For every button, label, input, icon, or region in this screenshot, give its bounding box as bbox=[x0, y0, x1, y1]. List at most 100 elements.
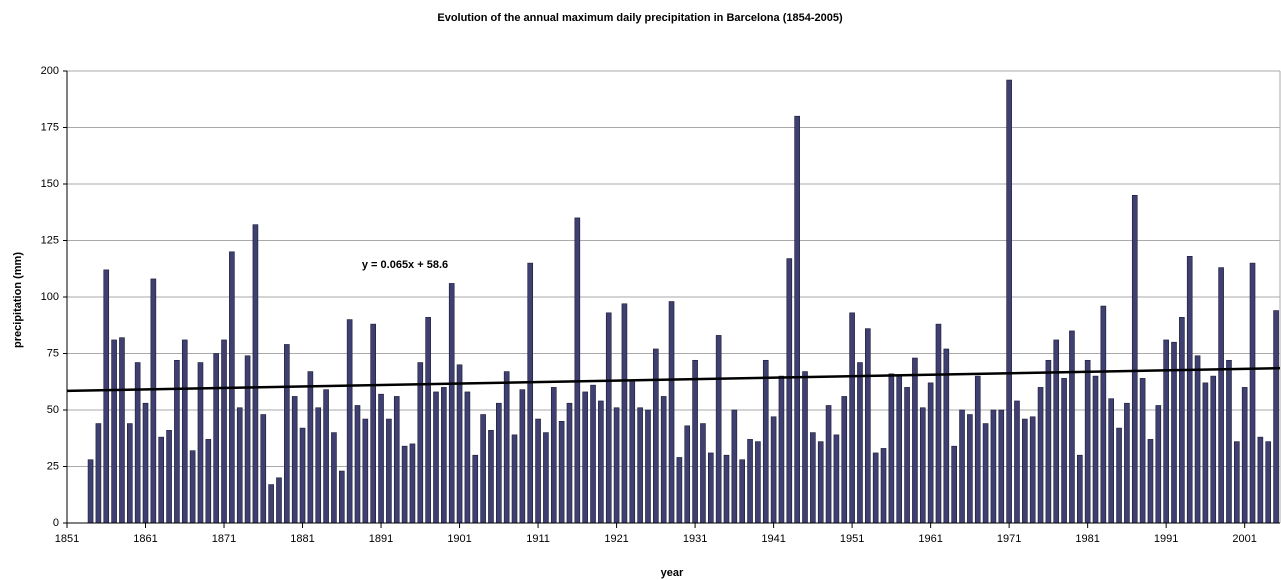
bar bbox=[590, 384, 596, 524]
bar bbox=[637, 407, 643, 524]
bar bbox=[386, 418, 392, 524]
trend-equation: y = 0.065x + 58.6 bbox=[362, 259, 448, 271]
bar bbox=[731, 409, 738, 524]
bar bbox=[197, 362, 204, 524]
bar bbox=[87, 459, 94, 524]
bar bbox=[778, 375, 785, 524]
x-tick-label: 1921 bbox=[604, 533, 628, 545]
x-tick-label: 1991 bbox=[1154, 533, 1178, 545]
bar bbox=[315, 407, 322, 524]
bar bbox=[268, 484, 274, 524]
bar bbox=[276, 477, 282, 524]
bar bbox=[480, 414, 486, 524]
bar bbox=[919, 407, 926, 524]
bar bbox=[119, 337, 125, 524]
bar bbox=[951, 445, 957, 524]
bar bbox=[912, 357, 918, 524]
bar bbox=[362, 418, 369, 524]
bar bbox=[527, 262, 534, 524]
bar bbox=[1076, 454, 1083, 524]
bar bbox=[331, 432, 337, 524]
bar bbox=[244, 355, 251, 524]
bar bbox=[221, 339, 227, 524]
bar bbox=[715, 335, 722, 524]
bar bbox=[393, 396, 400, 524]
bar bbox=[1210, 375, 1217, 524]
bar bbox=[904, 387, 910, 524]
x-tick-label: 2001 bbox=[1232, 533, 1256, 545]
y-tick-label: 50 bbox=[47, 404, 59, 416]
bar bbox=[150, 278, 157, 524]
x-tick-label: 1851 bbox=[55, 533, 79, 545]
bar bbox=[1139, 378, 1146, 524]
bar bbox=[1241, 387, 1248, 524]
bar bbox=[496, 402, 502, 524]
bar bbox=[535, 418, 541, 524]
bar bbox=[998, 409, 1005, 524]
bar bbox=[1006, 79, 1012, 524]
bar bbox=[1234, 441, 1240, 524]
bar bbox=[1053, 339, 1060, 524]
bar bbox=[142, 402, 149, 524]
bar bbox=[1194, 355, 1201, 524]
y-tick-label: 25 bbox=[47, 460, 59, 472]
bar bbox=[1116, 427, 1122, 524]
bar bbox=[307, 371, 314, 524]
x-tick-label: 1951 bbox=[840, 533, 864, 545]
x-tick-label: 1861 bbox=[133, 533, 157, 545]
bar bbox=[762, 359, 769, 524]
bar bbox=[935, 323, 942, 524]
bar bbox=[409, 443, 416, 524]
bar bbox=[967, 414, 973, 524]
bar bbox=[519, 389, 526, 524]
bar bbox=[872, 452, 879, 524]
bar bbox=[1045, 359, 1052, 524]
bar bbox=[621, 303, 628, 524]
bar bbox=[252, 224, 259, 524]
bar bbox=[299, 427, 306, 524]
bar bbox=[213, 353, 219, 524]
bar bbox=[236, 407, 243, 524]
bar bbox=[1249, 262, 1256, 524]
bar bbox=[448, 283, 455, 524]
bar bbox=[849, 312, 855, 524]
bar bbox=[660, 396, 667, 524]
bar bbox=[323, 389, 329, 524]
bar bbox=[284, 344, 290, 524]
bar bbox=[1179, 317, 1185, 524]
bar bbox=[550, 387, 557, 524]
bar bbox=[441, 387, 447, 524]
bar bbox=[1218, 267, 1224, 524]
bar bbox=[1029, 416, 1036, 524]
bar bbox=[645, 409, 651, 524]
bar bbox=[1163, 339, 1169, 524]
bar bbox=[370, 323, 376, 524]
x-tick-label: 1891 bbox=[369, 533, 393, 545]
bar bbox=[1069, 330, 1075, 524]
bar bbox=[1186, 256, 1193, 524]
bar bbox=[338, 470, 345, 524]
bar bbox=[291, 396, 298, 524]
bar bbox=[676, 457, 683, 524]
bar bbox=[668, 301, 675, 524]
bar bbox=[770, 416, 777, 524]
bar bbox=[1061, 378, 1067, 524]
x-tick-label: 1901 bbox=[447, 533, 471, 545]
y-tick-label: 150 bbox=[41, 178, 59, 190]
bar bbox=[739, 459, 745, 524]
bar bbox=[825, 405, 832, 524]
bar bbox=[464, 391, 471, 524]
x-tick-label: 1931 bbox=[683, 533, 707, 545]
trend-line bbox=[66, 366, 1281, 393]
bar bbox=[747, 439, 753, 524]
bar bbox=[990, 409, 997, 524]
bar bbox=[865, 328, 871, 524]
bar bbox=[260, 414, 267, 524]
y-tick-label: 125 bbox=[41, 234, 59, 246]
bar bbox=[605, 312, 612, 524]
bar bbox=[786, 258, 793, 524]
bar bbox=[723, 454, 730, 524]
bar bbox=[810, 432, 816, 524]
bar bbox=[1202, 382, 1209, 524]
bar bbox=[1257, 436, 1264, 524]
